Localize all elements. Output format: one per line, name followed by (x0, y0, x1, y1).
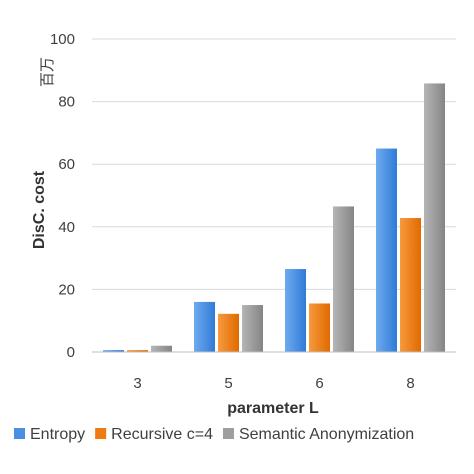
bar-entropy-5 (194, 301, 215, 352)
y-tick-labels: 0 20 40 60 80 100 (50, 31, 75, 361)
y-tick-label: 20 (58, 281, 75, 298)
bar-semantic-anonymization-5 (242, 305, 263, 352)
bar-recursive-c-4-3 (127, 350, 148, 352)
bar-recursive-c-4-5 (218, 313, 239, 352)
legend-label: Semantic Anonymization (239, 426, 414, 443)
y-tick-label: 0 (67, 344, 75, 361)
bar-recursive-c-4-8 (400, 218, 421, 352)
y-tick-label: 40 (58, 219, 75, 236)
x-tick-label: 6 (315, 375, 323, 392)
x-tick-labels: 3 5 6 8 (133, 375, 414, 392)
y-tick-label: 60 (58, 156, 75, 173)
bar-semantic-anonymization-8 (424, 83, 445, 353)
legend-swatch (14, 428, 25, 439)
bar-entropy-8 (376, 148, 397, 352)
legend: Entropy Recursive c=4 Semantic Anonymizati… (14, 426, 414, 443)
x-axis-title: parameter L (227, 400, 319, 417)
x-tick-label: 8 (406, 375, 414, 392)
legend-label: Recursive c=4 (111, 426, 213, 443)
x-tick-label: 3 (133, 375, 141, 392)
bar-semantic-anonymization-6 (333, 206, 354, 352)
y-tick-label: 100 (50, 31, 75, 48)
bar-semantic-anonymization-3 (151, 345, 172, 352)
legend-label: Entropy (30, 426, 85, 443)
y-unit-label: 百万 (38, 57, 56, 87)
bar-entropy-3 (103, 350, 124, 352)
bar-entropy-6 (285, 269, 306, 352)
bars (103, 83, 445, 353)
y-tick-label: 80 (58, 94, 75, 111)
bar-recursive-c-4-6 (309, 303, 330, 352)
y-axis-title: DisC. cost (31, 170, 48, 249)
legend-swatch (95, 428, 107, 439)
x-tick-label: 5 (224, 375, 232, 392)
legend-swatch (222, 428, 234, 439)
